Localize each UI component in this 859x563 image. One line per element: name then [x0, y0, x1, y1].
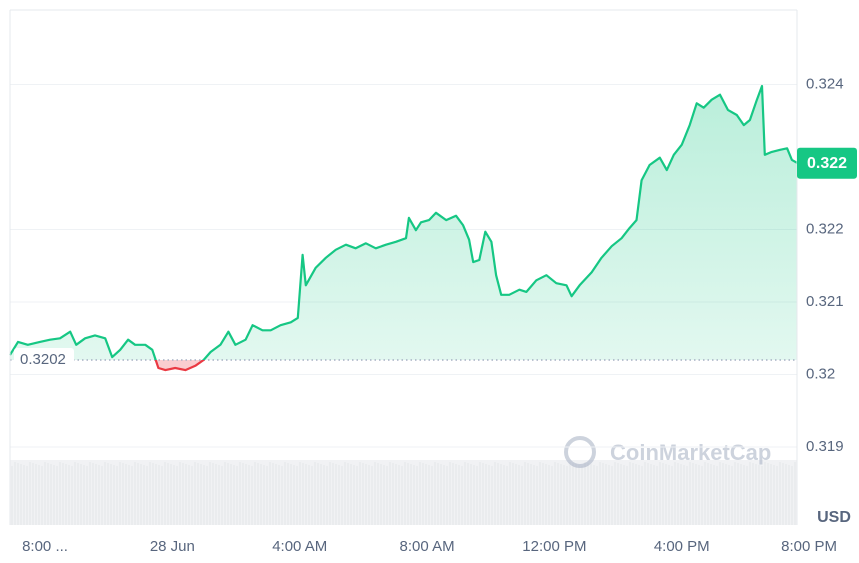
volume-band: [10, 460, 797, 525]
y-tick-label: 0.322: [806, 220, 844, 237]
watermark: CoinMarketCap: [564, 436, 771, 468]
baseline-label: 0.3202: [20, 351, 66, 368]
x-tick-label: 4:00 AM: [272, 538, 327, 555]
x-tick-label: 8:00 AM: [400, 538, 455, 555]
current-price-label: 0.322: [807, 155, 847, 172]
watermark-text: CoinMarketCap: [610, 440, 771, 465]
y-tick-label: 0.324: [806, 75, 844, 92]
x-tick-label: 8:00 ...: [22, 538, 68, 555]
baseline-label-bg: [14, 348, 74, 370]
y-tick-label: 0.32: [806, 365, 835, 382]
unit-label: USD: [817, 509, 851, 526]
price-line: [9, 84, 798, 360]
y-tick-label: 0.321: [806, 293, 844, 310]
x-tick-label: 8:00 PM: [781, 538, 837, 555]
area-below: [10, 360, 797, 371]
volume-bars: [11, 462, 796, 525]
x-tick-label: 12:00 PM: [522, 538, 586, 555]
y-tick-label: 0.319: [806, 438, 844, 455]
area: [10, 86, 797, 360]
current-price-badge: [797, 147, 857, 179]
x-tick-label: 28 Jun: [150, 538, 195, 555]
x-tick-label: 4:00 PM: [654, 538, 710, 555]
